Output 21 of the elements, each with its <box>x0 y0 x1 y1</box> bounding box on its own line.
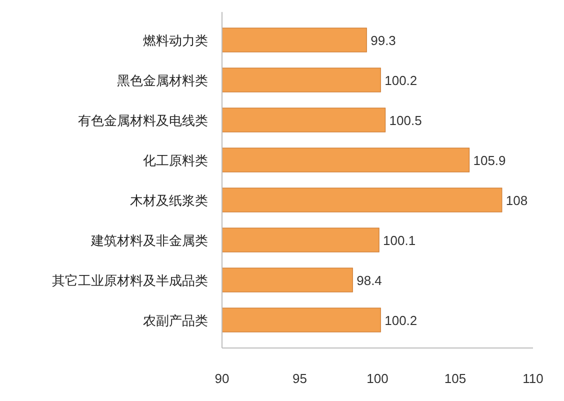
y-tick-label: 农副产品类 <box>143 313 208 328</box>
data-label: 100.5 <box>389 113 422 128</box>
x-tick-label: 110 <box>522 371 544 386</box>
y-tick-label: 化工原料类 <box>143 153 208 168</box>
data-label: 99.3 <box>370 33 396 48</box>
data-label: 100.1 <box>383 233 416 248</box>
y-tick-label: 有色金属材料及电线类 <box>78 113 208 128</box>
y-tick-label: 燃料动力类 <box>143 33 208 48</box>
x-tick-label: 95 <box>292 371 307 386</box>
y-tick-label: 其它工业原材料及半成品类 <box>52 273 208 288</box>
data-label: 108 <box>506 193 528 208</box>
x-tick-label: 90 <box>214 371 230 386</box>
x-tick-label: 105 <box>444 371 466 386</box>
data-label: 100.2 <box>384 313 418 328</box>
x-tick-label: 100 <box>366 371 388 386</box>
y-tick-label: 建筑材料及非金属类 <box>90 233 208 248</box>
data-label: 98.4 <box>356 273 382 288</box>
data-label: 105.9 <box>473 153 506 168</box>
data-label: 100.2 <box>384 73 418 88</box>
y-tick-label: 木材及纸浆类 <box>130 193 208 208</box>
y-tick-label: 黑色金属材料类 <box>117 73 208 88</box>
